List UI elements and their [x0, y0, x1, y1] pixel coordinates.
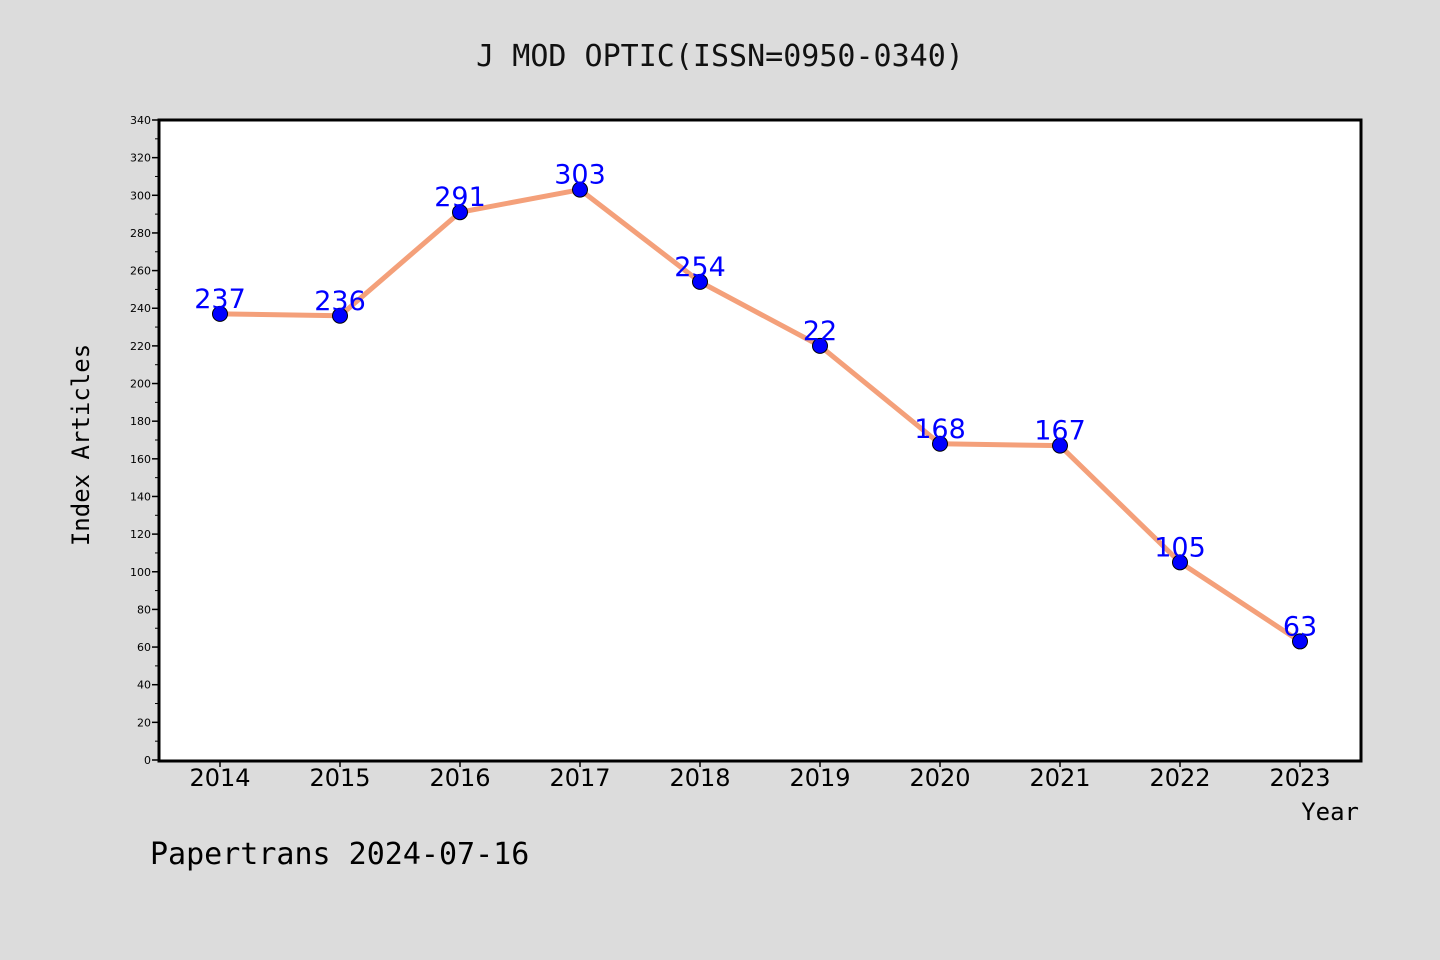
data-point: [812, 337, 828, 354]
data-label: 254: [674, 252, 726, 283]
x-tick-label: 2017: [549, 764, 610, 792]
data-point: [1052, 437, 1068, 454]
x-tick-label: 2014: [189, 764, 250, 792]
y-tick-label: 260: [130, 265, 151, 278]
y-tick-label: 120: [130, 528, 151, 541]
data-point: [332, 307, 348, 324]
data-label: 303: [554, 160, 606, 191]
data-label: 63: [1283, 611, 1317, 642]
data-point: [212, 305, 228, 322]
x-tick-label: 2020: [909, 764, 970, 792]
y-tick-label: 80: [137, 603, 151, 616]
y-tick-label: 40: [137, 679, 151, 692]
y-tick-label: 340: [130, 114, 151, 127]
y-tick-label: 140: [130, 490, 151, 503]
y-tick-label: 180: [130, 415, 151, 428]
data-label: 236: [314, 286, 366, 317]
data-point: [1292, 633, 1308, 650]
chart-title: J MOD OPTIC(ISSN=0950-0340): [476, 39, 964, 74]
x-tick-label: 2016: [429, 764, 490, 792]
y-tick-label: 160: [130, 453, 151, 466]
x-tick-label: 2018: [669, 764, 730, 792]
plot-area: [157, 118, 1363, 763]
x-tick-label: 2022: [1149, 764, 1210, 792]
x-axis-label: Year: [1301, 798, 1359, 826]
footer-text: Papertrans 2024-07-16: [150, 837, 529, 872]
y-tick-label: 200: [130, 378, 151, 391]
x-axis: 2014 2015 2016 2017 2018 2019 2020 2021 2022 2023: [189, 760, 1331, 792]
data-point: [452, 204, 468, 221]
data-point: [692, 273, 708, 290]
x-tick-label: 2021: [1029, 764, 1090, 792]
y-tick-label: 100: [130, 566, 151, 579]
data-label: 22: [803, 316, 837, 347]
data-label: 167: [1034, 416, 1086, 447]
y-tick-label: 240: [130, 302, 151, 315]
y-tick-label: 220: [130, 340, 151, 353]
y-tick-label: 280: [130, 227, 151, 240]
data-label: 291: [434, 182, 486, 213]
y-tick-label: 300: [130, 189, 151, 202]
y-axis: 0 20 40 60 80 100 120 140 160 180 200 220 240 260 280 3…: [130, 114, 159, 767]
y-tick-label: 320: [130, 152, 151, 165]
data-label: 168: [914, 414, 966, 445]
y-tick-label: 60: [137, 641, 151, 654]
data-point: [572, 181, 588, 198]
series-line: [217, 187, 1303, 644]
y-axis-label: Index Articles: [67, 344, 95, 546]
y-tick-label: 0: [144, 754, 151, 767]
x-tick-label: 2019: [789, 764, 850, 792]
y-tick-label: 20: [137, 716, 151, 729]
series-line-group: 237 236 291 303 254 22 168 167 105 63: [194, 160, 1317, 650]
x-tick-label: 2023: [1269, 764, 1330, 792]
data-label: 105: [1154, 532, 1206, 563]
data-point: [932, 435, 948, 452]
data-label: 237: [194, 284, 246, 315]
data-point: [1172, 554, 1188, 571]
x-tick-label: 2015: [309, 764, 370, 792]
